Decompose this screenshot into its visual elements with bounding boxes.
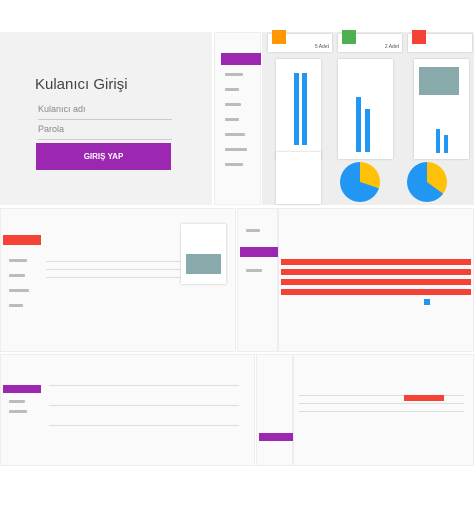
abs <box>412 30 426 44</box>
abs <box>3 235 41 245</box>
dashboard: 5 Adet 2 Adet <box>262 30 474 205</box>
sidebar <box>237 208 278 352</box>
trow <box>281 279 471 285</box>
bar <box>444 135 448 153</box>
trow <box>281 269 471 275</box>
card <box>181 224 226 284</box>
stat-count: 2 Adet <box>384 44 399 50</box>
grow <box>49 425 239 426</box>
abs <box>186 254 221 274</box>
abs <box>419 67 459 95</box>
item <box>246 229 260 232</box>
chart-card <box>338 59 393 159</box>
password-input[interactable]: Parola <box>38 124 172 140</box>
item <box>9 400 25 403</box>
stat-card <box>408 30 472 52</box>
bar <box>294 73 299 145</box>
grow <box>46 269 181 270</box>
pie <box>407 162 447 202</box>
grow <box>299 395 464 396</box>
form-screen <box>0 354 255 466</box>
trow <box>281 289 471 295</box>
sidebar <box>256 354 293 466</box>
item <box>225 103 241 106</box>
pie <box>340 162 380 202</box>
abs <box>342 30 356 44</box>
abs <box>240 247 278 257</box>
grow <box>49 405 239 406</box>
bar <box>436 129 440 153</box>
item <box>9 289 29 292</box>
chart-card <box>276 59 321 159</box>
abs <box>404 395 444 401</box>
bar <box>302 73 307 145</box>
grow <box>46 261 181 262</box>
item <box>246 269 262 272</box>
item <box>225 73 243 76</box>
item <box>225 133 245 136</box>
grow <box>46 277 181 278</box>
trow <box>281 259 471 265</box>
bar <box>356 97 361 152</box>
grow <box>299 411 464 412</box>
card <box>276 152 321 204</box>
item <box>225 118 239 121</box>
abs <box>259 433 293 441</box>
grow <box>299 403 464 404</box>
username-input[interactable]: Kulanıcı adı <box>38 104 172 120</box>
bar <box>365 109 370 152</box>
item <box>225 163 243 166</box>
login-button[interactable]: GIRIŞ YAP <box>36 143 171 170</box>
item <box>225 148 247 151</box>
item <box>9 259 27 262</box>
abs <box>272 30 286 44</box>
item <box>9 274 25 277</box>
grow <box>49 385 239 386</box>
stat-card: 5 Adet <box>268 30 332 52</box>
login-title: Kulanıcı Girişi <box>35 76 128 93</box>
table-screen <box>293 354 474 466</box>
login-panel: Kulanıcı Girişi Kulanıcı adı Parola GIRI… <box>0 32 212 205</box>
stat-count: 5 Adet <box>314 44 329 50</box>
chart-card <box>414 59 469 159</box>
item <box>9 304 23 307</box>
item <box>225 88 239 91</box>
list-screen <box>0 208 236 352</box>
table-screen <box>278 208 474 352</box>
abs <box>424 299 430 305</box>
stat-card: 2 Adet <box>338 30 402 52</box>
abs <box>3 385 41 393</box>
sidebar <box>214 32 261 205</box>
item <box>9 410 27 413</box>
active-menu <box>221 53 261 65</box>
